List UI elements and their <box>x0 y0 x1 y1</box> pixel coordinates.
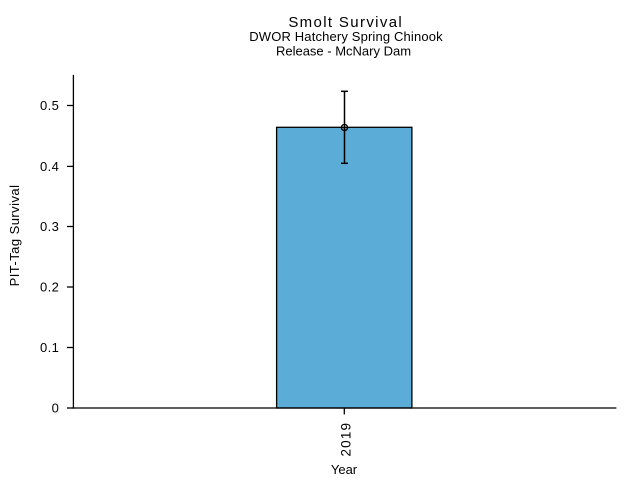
svg-text:Release - McNary Dam: Release - McNary Dam <box>276 44 411 59</box>
svg-text:0: 0 <box>52 401 60 416</box>
svg-text:2019: 2019 <box>338 422 353 457</box>
svg-text:0.2: 0.2 <box>40 280 59 295</box>
svg-text:DWOR Hatchery Spring Chinook: DWOR Hatchery Spring Chinook <box>249 29 443 44</box>
svg-text:PIT-Tag Survival: PIT-Tag Survival <box>7 185 22 287</box>
svg-text:0.1: 0.1 <box>40 340 59 355</box>
svg-text:Smolt Survival: Smolt Survival <box>288 14 403 31</box>
svg-text:Year: Year <box>331 462 358 477</box>
svg-text:0.4: 0.4 <box>40 159 59 174</box>
svg-text:0.3: 0.3 <box>40 219 59 234</box>
svg-text:0.5: 0.5 <box>40 98 59 113</box>
